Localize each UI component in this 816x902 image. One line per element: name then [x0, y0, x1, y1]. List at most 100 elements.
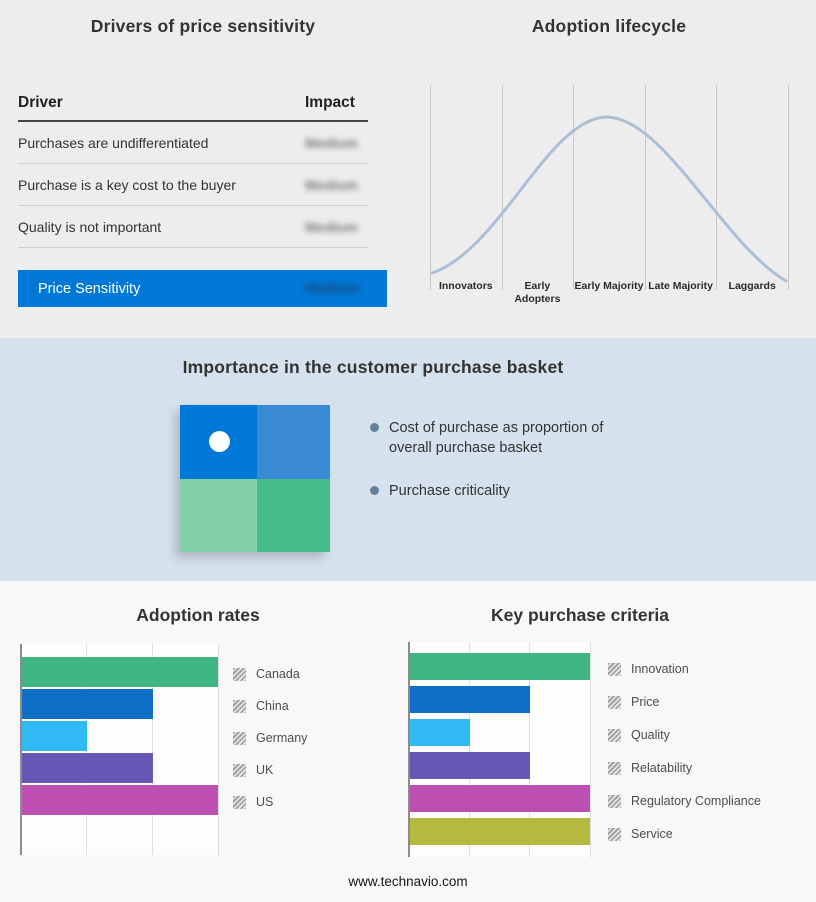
gridline — [501, 85, 503, 290]
bar-price — [410, 686, 530, 713]
adoption-lifecycle-title: Adoption lifecycle — [531, 16, 687, 36]
bullet-dot-icon — [370, 485, 379, 495]
table-row: Purchases are undifferentiated Medium — [18, 122, 368, 164]
gridline — [644, 85, 646, 290]
legend-label: Service — [631, 827, 673, 841]
legend-item: China — [233, 696, 307, 716]
legend-swatch-icon — [608, 695, 621, 709]
impact-column-header: Impact — [305, 94, 355, 111]
legend-item: UK — [233, 760, 307, 780]
bullet-item: Cost of purchase as proportion of overal… — [370, 418, 644, 459]
bar-quality — [410, 719, 470, 746]
marker-dot-icon — [209, 431, 230, 452]
legend-item: Relatability — [608, 758, 761, 778]
key-purchase-criteria-legend: Innovation Price Quality Relatability Regula… — [608, 659, 761, 857]
stage-label: Late Majority — [648, 280, 713, 292]
legend-label: Relatability — [631, 761, 693, 775]
adoption-lifecycle-chart: Innovators Early Adopters Early Majority La… — [430, 85, 789, 305]
gridline — [590, 642, 591, 857]
gridline — [529, 642, 531, 857]
bullet-text: Cost of purchase as proportion of overal… — [389, 420, 604, 457]
stage-label: Early Majority — [574, 280, 644, 292]
legend-swatch-icon — [233, 667, 246, 681]
driver-cell: Quality is not important — [18, 218, 162, 235]
gridline — [716, 85, 718, 290]
top-section: Drivers of price sensitivity Driver Impa… — [0, 0, 816, 338]
legend-item: Regulatory Compliance — [608, 791, 761, 811]
legend-swatch-icon — [608, 728, 621, 742]
legend-swatch-icon — [233, 731, 246, 745]
bar-germany — [22, 721, 88, 751]
bar-relatability — [410, 752, 530, 779]
purchase-basket-section: Importance in the customer purchase bask… — [0, 338, 816, 581]
quadrant-bottom-right — [256, 478, 330, 552]
legend-item: US — [233, 792, 307, 812]
drivers-table-header: Driver Impact — [18, 92, 368, 122]
legend-label: US — [256, 795, 274, 809]
adoption-rates-plot — [20, 644, 219, 855]
bar-uk — [22, 753, 153, 783]
gridline — [573, 85, 575, 290]
table-row: Purchase is a key cost to the buyer Medi… — [18, 164, 368, 206]
purchase-basket-bullets: Cost of purchase as proportion of overal… — [370, 418, 644, 523]
impact-cell-redacted: Medium — [305, 176, 358, 193]
adoption-lifecycle-panel: Adoption lifecycle Innovators Early Adopt… — [430, 0, 789, 338]
stage-label: Laggards — [728, 280, 776, 292]
legend-item: Germany — [233, 728, 307, 748]
legend-swatch-icon — [608, 794, 621, 808]
bullet-item: Purchase criticality — [370, 481, 644, 501]
stage-label: Early Adopters — [514, 280, 561, 305]
bars-group — [22, 644, 218, 817]
legend-swatch-icon — [608, 662, 621, 676]
bar-service — [410, 818, 590, 845]
legend-label: Regulatory Compliance — [631, 794, 761, 808]
quadrant-bottom-left — [180, 478, 257, 552]
legend-label: China — [256, 699, 289, 713]
legend-item: Quality — [608, 725, 761, 745]
driver-cell: Purchases are undifferentiated — [18, 134, 209, 151]
y-axis — [20, 644, 22, 855]
table-row: Quality is not important Medium — [18, 206, 368, 248]
bar-china — [22, 689, 153, 719]
price-sensitivity-label: Price Sensitivity — [38, 280, 141, 297]
gridline — [151, 644, 153, 855]
legend-swatch-icon — [233, 795, 246, 809]
legend-label: Germany — [256, 731, 308, 745]
key-purchase-criteria-plot — [408, 642, 591, 857]
legend-item: Canada — [233, 664, 307, 684]
legend-item: Innovation — [608, 659, 761, 679]
impact-cell-redacted: Medium — [305, 218, 358, 235]
bar-us — [22, 785, 218, 815]
footer-url: www.technavio.com — [348, 874, 468, 889]
legend-label: Price — [631, 695, 660, 709]
bell-curve — [430, 115, 788, 283]
legend-swatch-icon — [608, 761, 621, 775]
driver-column-header: Driver — [18, 94, 63, 111]
adoption-rates-legend: Canada China Germany UK US — [233, 664, 307, 824]
stage-label: Innovators — [438, 280, 493, 292]
driver-cell: Purchase is a key cost to the buyer — [18, 176, 236, 193]
y-axis — [408, 642, 410, 857]
purchase-basket-quadrant-graphic — [180, 405, 330, 552]
impact-cell-redacted: Medium — [305, 134, 358, 151]
legend-label: Innovation — [631, 662, 689, 676]
bullet-dot-icon — [370, 423, 379, 432]
legend-label: UK — [256, 763, 274, 777]
purchase-basket-title: Importance in the customer purchase bask… — [182, 357, 564, 377]
gridline — [430, 85, 431, 290]
legend-item: Price — [608, 692, 761, 712]
legend-label: Quality — [631, 728, 670, 742]
legend-item: Service — [608, 824, 761, 844]
legend-swatch-icon — [233, 699, 246, 713]
bar-innovation — [410, 653, 590, 680]
price-sensitivity-bar: Price Sensitivity Medium — [18, 270, 387, 307]
bars-group — [410, 642, 590, 851]
gridline — [788, 85, 789, 290]
key-purchase-criteria-title: Key purchase criteria — [490, 605, 669, 625]
bottom-section: Adoption rates Canada China Germany UK US Ke… — [0, 581, 816, 902]
legend-swatch-icon — [233, 763, 246, 777]
bullet-text: Purchase criticality — [389, 482, 510, 499]
gridline — [218, 644, 219, 855]
lifecycle-stage-labels: Innovators Early Adopters Early Majority La… — [430, 280, 788, 305]
